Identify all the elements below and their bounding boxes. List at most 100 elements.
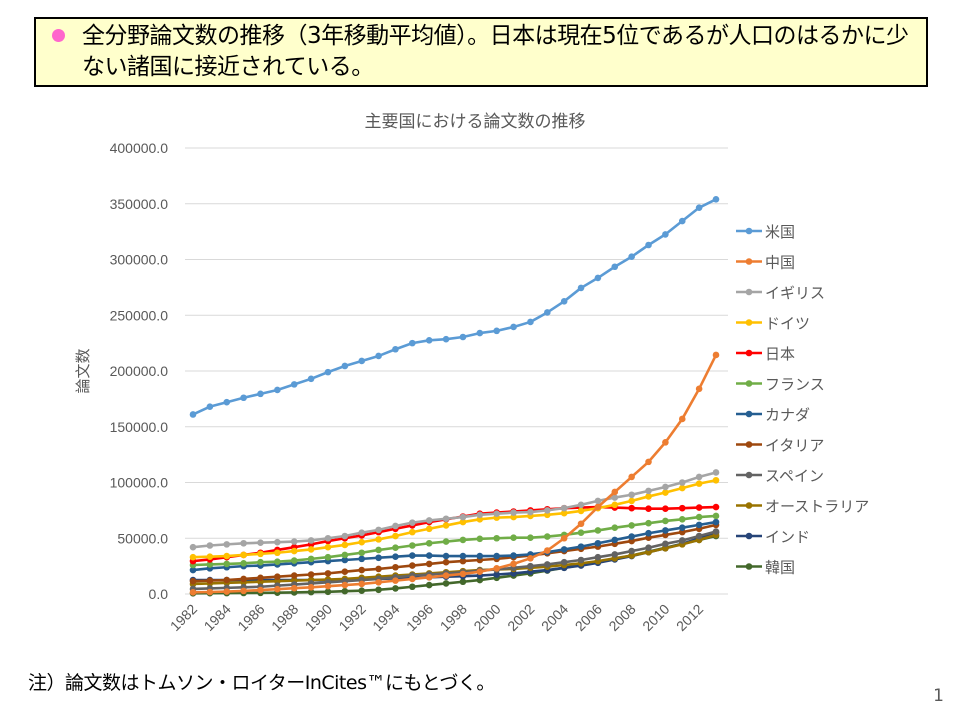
x-tick-label: 1996 xyxy=(403,601,436,634)
legend-marker xyxy=(745,227,753,235)
data-point xyxy=(307,375,315,383)
data-point xyxy=(442,522,450,529)
legend-marker xyxy=(745,441,753,448)
data-point xyxy=(442,335,450,343)
series-中国 xyxy=(189,351,720,596)
x-tick-label: 2006 xyxy=(572,601,605,634)
data-point xyxy=(341,362,349,370)
y-tick-label: 350000.0 xyxy=(110,196,169,212)
data-point xyxy=(257,574,264,582)
data-point xyxy=(324,534,332,542)
data-point xyxy=(594,497,602,505)
y-tick-label: 400000.0 xyxy=(110,140,169,156)
x-tick-label: 2000 xyxy=(470,601,503,634)
data-point xyxy=(459,333,467,341)
data-point xyxy=(274,558,281,565)
x-tick-label: 2012 xyxy=(673,601,706,634)
data-point xyxy=(611,536,619,544)
data-point xyxy=(695,385,703,393)
data-point xyxy=(628,522,635,529)
data-point xyxy=(274,386,281,394)
data-point xyxy=(678,537,686,544)
x-tick-label: 1994 xyxy=(369,601,402,634)
x-tick-label: 2004 xyxy=(538,601,571,634)
data-point xyxy=(392,532,399,540)
data-point xyxy=(695,480,703,487)
data-point xyxy=(628,497,635,505)
headline-text: 全分野論文数の推移（3年移動平均値）。日本は現在5位であるが人口のはるかに少ない… xyxy=(82,23,909,80)
data-point xyxy=(678,524,686,531)
legend-label: イタリア xyxy=(765,437,824,455)
legend-label: スペイン xyxy=(765,467,824,485)
legend-label: フランス xyxy=(765,376,825,394)
data-point xyxy=(476,511,484,519)
footnote: 注）論文数はトムソン・ロイターInCites™にもとづく。 xyxy=(28,672,495,694)
data-point xyxy=(476,568,484,575)
data-point xyxy=(493,327,500,335)
legend-label: インド xyxy=(765,528,810,546)
data-point xyxy=(459,578,467,586)
data-point xyxy=(493,571,500,578)
data-point xyxy=(358,566,366,574)
data-point xyxy=(392,544,399,552)
data-point xyxy=(442,580,450,587)
data-point xyxy=(341,556,349,564)
data-point xyxy=(307,584,315,591)
data-point xyxy=(611,488,619,496)
legend-marker xyxy=(745,258,753,265)
data-point xyxy=(628,491,635,499)
y-tick-label: 250000.0 xyxy=(110,307,169,323)
series-イギリス xyxy=(189,469,720,551)
data-point xyxy=(442,515,450,523)
data-point xyxy=(527,508,534,516)
legend-label: 中国 xyxy=(765,254,795,272)
data-point xyxy=(206,542,214,549)
legend-marker xyxy=(745,349,753,357)
y-tick-label: 150000.0 xyxy=(110,419,169,435)
data-point xyxy=(712,195,720,203)
legend-label: ドイツ xyxy=(765,315,810,333)
data-point xyxy=(324,553,332,561)
data-point xyxy=(409,528,416,536)
data-point xyxy=(712,476,720,484)
data-point xyxy=(577,507,585,515)
x-tick-label: 1982 xyxy=(167,601,200,634)
legend-label: 米国 xyxy=(765,223,795,241)
data-point xyxy=(425,560,433,568)
data-point xyxy=(442,558,450,566)
series-米国 xyxy=(189,195,720,418)
x-tick-label: 2002 xyxy=(504,601,537,634)
legend-label: 韓国 xyxy=(765,559,795,577)
data-point xyxy=(189,589,197,596)
y-axis-label: 論文数 xyxy=(74,348,92,393)
data-point xyxy=(662,517,669,525)
data-point xyxy=(257,390,264,398)
data-point xyxy=(223,552,231,560)
y-axis-ticks: 0.0 50000.0 100000.0 150000.0 200000.0 250000… xyxy=(110,140,169,602)
data-point xyxy=(560,534,568,542)
legend-marker xyxy=(745,502,753,509)
data-point xyxy=(290,584,298,592)
x-tick-label: 1992 xyxy=(335,601,368,634)
bullet-icon xyxy=(52,29,65,42)
data-point xyxy=(307,546,315,553)
data-point xyxy=(375,586,382,594)
data-point xyxy=(459,570,467,578)
data-point xyxy=(712,518,720,526)
data-point xyxy=(341,541,349,549)
data-point xyxy=(628,253,635,261)
data-point xyxy=(645,505,652,513)
data-point xyxy=(543,561,551,568)
data-point xyxy=(240,587,247,595)
data-point xyxy=(662,231,669,238)
data-point xyxy=(290,538,298,545)
data-point xyxy=(476,552,484,560)
series-lines xyxy=(189,195,720,597)
data-point xyxy=(628,547,635,555)
data-point xyxy=(375,578,382,586)
data-point xyxy=(375,546,382,554)
data-point xyxy=(425,581,433,589)
data-point xyxy=(577,520,585,528)
x-tick-label: 2010 xyxy=(639,601,672,634)
data-point xyxy=(375,352,382,360)
